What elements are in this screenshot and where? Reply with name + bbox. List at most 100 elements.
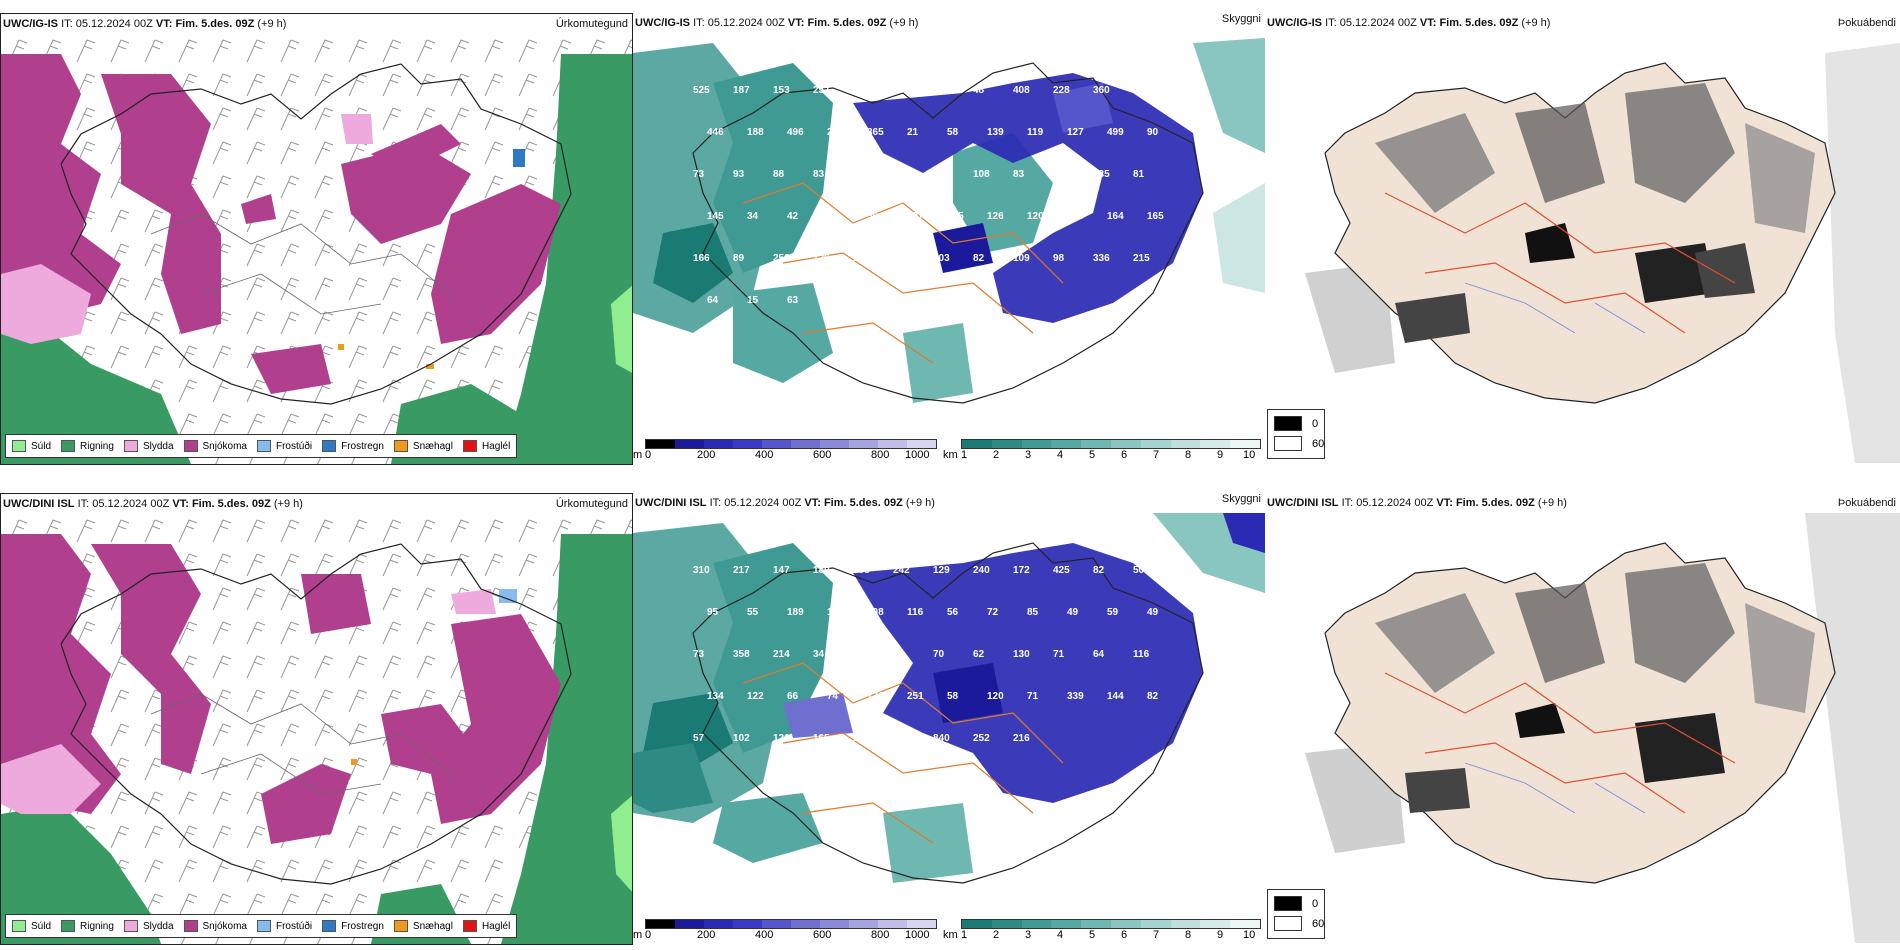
cloud-base-label: 140 bbox=[867, 295, 884, 306]
cloud-base-label: 64 bbox=[707, 295, 719, 306]
cloud-base-label: 408 bbox=[1013, 85, 1030, 96]
precip-type-legend: Súld Rigning Slydda Snjókoma Frostúði Fr… bbox=[5, 914, 518, 938]
cloud-base-label: 172 bbox=[1013, 565, 1030, 576]
model-name: UWC/DINI ISL bbox=[3, 498, 75, 510]
init-time: 05.12.2024 00Z bbox=[1339, 17, 1417, 29]
cloud-base-label: 496 bbox=[787, 127, 804, 138]
cloud-base-label: 56 bbox=[947, 607, 959, 618]
init-time: 05.12.2024 00Z bbox=[92, 498, 170, 510]
cloud-base-label: 166 bbox=[693, 253, 710, 264]
cloud-base-label: 64 bbox=[1093, 649, 1105, 660]
cloud-base-label: 109 bbox=[853, 169, 870, 180]
cloud-base-label: 187 bbox=[733, 85, 750, 96]
cloud-base-label: 139 bbox=[987, 127, 1004, 138]
cloud-base-label: 73 bbox=[693, 169, 705, 180]
cloud-base-label: 525 bbox=[693, 85, 710, 96]
cloud-base-label: 252 bbox=[973, 733, 990, 744]
cloud-base-label: 129 bbox=[933, 565, 950, 576]
cloud-base-label: 119 bbox=[933, 169, 950, 180]
cloud-base-label: 127 bbox=[1067, 127, 1084, 138]
cloud-base-label: 66 bbox=[787, 691, 799, 702]
cloud-base-label: 683 bbox=[893, 733, 910, 744]
cloud-base-label: 82 bbox=[1053, 169, 1065, 180]
cloud-base-label: 228 bbox=[1053, 85, 1070, 96]
cloud-base-label: 50 bbox=[1133, 565, 1145, 576]
visibility-map bbox=[633, 33, 1265, 433]
cbar-tick: 1000 bbox=[905, 449, 930, 461]
cloud-base-label: 83 bbox=[1013, 169, 1025, 180]
fog-index-legend: 0 60 bbox=[1267, 409, 1325, 459]
cloud-base-label: 49 bbox=[1067, 607, 1079, 618]
cloud-base-unit: m bbox=[633, 929, 643, 941]
cloud-base-label: 193 bbox=[893, 85, 910, 96]
panel-title: Þokuábendi bbox=[1837, 497, 1896, 509]
cloud-base-label: 145 bbox=[707, 211, 724, 222]
legend-item: Snæhagl bbox=[393, 920, 453, 932]
cloud-base-label: 217 bbox=[733, 565, 750, 576]
cbar-tick: 600 bbox=[813, 449, 832, 461]
cloud-base-label: 189 bbox=[787, 607, 804, 618]
cloud-base-label: 72 bbox=[987, 607, 999, 618]
cloud-base-label: 95 bbox=[707, 607, 719, 618]
precip-type-map bbox=[1, 34, 632, 464]
legend-item: Frostúði bbox=[256, 440, 312, 452]
cloud-base-label: 215 bbox=[1133, 253, 1150, 264]
cloud-base-label: 365 bbox=[867, 127, 884, 138]
cloud-base-label: 88 bbox=[773, 169, 785, 180]
cloud-base-label: 196 bbox=[1067, 211, 1084, 222]
legend-item: Rigning bbox=[61, 920, 114, 932]
legend-item: Frostregn bbox=[322, 440, 384, 452]
cloud-base-label: 21 bbox=[907, 127, 919, 138]
fog-index-panel-row2: UWC/DINI ISL IT: 05.12.2024 00Z VT: Fim.… bbox=[1265, 493, 1900, 945]
panel-header: UWC/DINI ISL IT: 05.12.2024 00Z VT: Fim.… bbox=[1265, 493, 1900, 513]
init-time: 05.12.2024 00Z bbox=[707, 17, 785, 29]
cloud-base-label: 308 bbox=[867, 607, 884, 618]
lead-time: (+9 h) bbox=[889, 17, 919, 29]
cloud-base-label: 82 bbox=[1147, 691, 1159, 702]
cloud-base-colorbar: m 0 200 400 600 800 1000 bbox=[633, 917, 938, 943]
init-time: 05.12.2024 00Z bbox=[1356, 497, 1434, 509]
cloud-base-label: 169 bbox=[1133, 85, 1150, 96]
cloud-base-label: 203 bbox=[933, 253, 950, 264]
lead-time: (+9 h) bbox=[257, 18, 287, 30]
cloud-base-label: 63 bbox=[893, 649, 905, 660]
precip-type-legend: Súld Rigning Slydda Snjókoma Frostúði Fr… bbox=[5, 434, 518, 458]
valid-time: Fim. 5.des. 09Z bbox=[807, 17, 887, 29]
cloud-base-label: 126 bbox=[987, 211, 1004, 222]
cloud-base-label: 121 bbox=[853, 253, 870, 264]
cloud-labels: 310 217 147 180 198 242 129 240 172 425 82 50 95 55 18… bbox=[693, 565, 1159, 744]
cloud-base-label: 73 bbox=[693, 649, 705, 660]
cloud-base-label: 114 bbox=[893, 253, 910, 264]
fog-index-legend: 0 60 bbox=[1267, 889, 1325, 939]
cloud-base-label: 251 bbox=[907, 691, 924, 702]
cloud-base-label: 34 bbox=[813, 649, 825, 660]
cloud-base-label: 58 bbox=[947, 691, 959, 702]
cloud-base-label: 256 bbox=[773, 253, 790, 264]
cloud-base-label: 99 bbox=[827, 211, 839, 222]
cloud-base-label: 147 bbox=[773, 565, 790, 576]
panel-header: UWC/IG-IS IT: 05.12.2024 00Z VT: Fim. 5.… bbox=[1, 14, 632, 34]
cloud-base-label: 58 bbox=[947, 127, 959, 138]
legend-item: Súld bbox=[12, 920, 51, 932]
cloud-base-label: 165 bbox=[1147, 211, 1164, 222]
cloud-base-label: 430 bbox=[933, 85, 950, 96]
precip-type-map bbox=[1, 514, 632, 944]
cloud-base-label: 338 bbox=[853, 85, 870, 96]
valid-time: Fim. 5.des. 09Z bbox=[175, 18, 255, 30]
cloud-base-label: 144 bbox=[1107, 691, 1124, 702]
cloud-base-label: 42 bbox=[787, 211, 799, 222]
cloud-base-label: 240 bbox=[973, 565, 990, 576]
panel-header: UWC/DINI ISL IT: 05.12.2024 00Z VT: Fim.… bbox=[633, 493, 1265, 513]
cloud-base-label: 310 bbox=[693, 565, 710, 576]
cloud-base-label: 49 bbox=[1147, 607, 1159, 618]
fog-index-map bbox=[1265, 513, 1900, 943]
panel-title: Þokuábendi bbox=[1837, 17, 1896, 29]
cloud-base-label: 70 bbox=[933, 649, 945, 660]
lead-time: (+9 h) bbox=[1521, 17, 1551, 29]
cloud-base-label: 59 bbox=[1107, 607, 1119, 618]
cloud-base-label: 120 bbox=[987, 691, 1004, 702]
cloud-base-label: 188 bbox=[747, 127, 764, 138]
cloud-base-label: 83 bbox=[813, 169, 825, 180]
cloud-base-label: 227 bbox=[907, 211, 924, 222]
panel-title: Úrkomutegund bbox=[555, 18, 628, 30]
